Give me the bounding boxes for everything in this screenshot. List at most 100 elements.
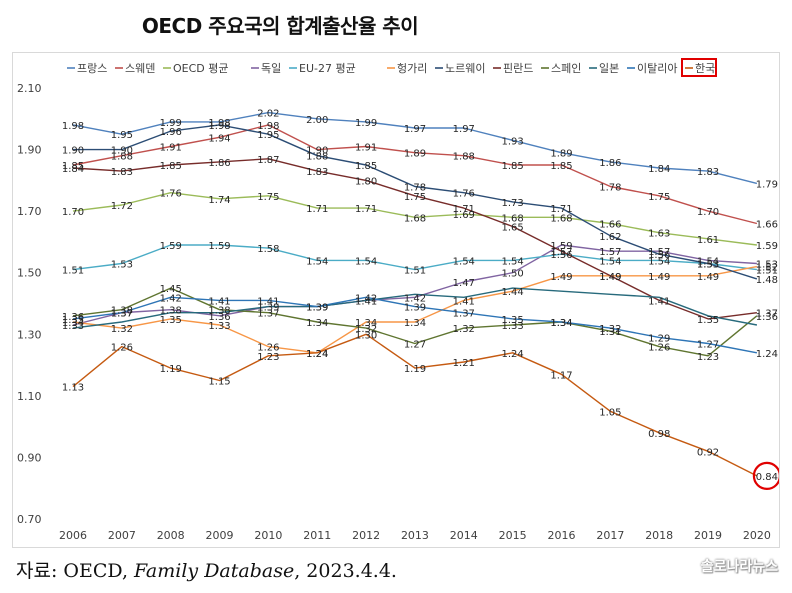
data-label: 1.74 [208, 195, 230, 206]
data-label: 1.26 [648, 343, 670, 354]
data-label: 1.34 [62, 318, 84, 329]
legend-entry: EU-27 평균 [299, 62, 356, 75]
data-label: 1.27 [404, 340, 426, 351]
data-label: 1.49 [599, 272, 621, 283]
data-label: 1.52 [756, 263, 778, 274]
legend-entry: 일본 [599, 61, 619, 75]
series-line [72, 191, 757, 246]
data-label: 1.42 [404, 293, 426, 304]
data-label: 1.37 [111, 309, 133, 320]
data-label: 1.36 [62, 312, 84, 323]
source-italic: Family Database [134, 560, 295, 582]
data-label: 1.65 [502, 223, 524, 234]
data-label: 0.84 [756, 472, 778, 483]
data-label: 1.41 [648, 296, 670, 307]
data-label: 1.79 [756, 179, 778, 190]
data-label: 1.84 [648, 164, 670, 175]
data-label: 1.96 [160, 127, 182, 138]
data-label: 1.21 [453, 358, 475, 369]
data-label: 1.54 [355, 256, 377, 267]
data-label: 1.32 [599, 324, 621, 335]
data-label: 1.66 [599, 219, 621, 230]
data-label: 1.41 [453, 296, 475, 307]
data-label: 1.61 [697, 235, 719, 246]
data-label: 1.68 [404, 213, 426, 224]
data-label: 2.00 [306, 115, 328, 126]
legend-entry: 이탈리아 [637, 62, 677, 75]
data-label: 1.98 [257, 121, 279, 132]
data-label: 1.48 [756, 275, 778, 286]
data-label: 1.88 [306, 152, 328, 163]
data-label: 1.88 [111, 152, 133, 163]
data-label: 1.51 [62, 266, 84, 277]
data-label: 1.53 [756, 259, 778, 270]
data-label: 1.37 [453, 309, 475, 320]
data-label: 1.54 [502, 256, 524, 267]
data-label: 1.54 [697, 256, 719, 267]
data-label: 1.98 [62, 121, 84, 132]
data-label: 1.73 [502, 198, 524, 209]
data-label: 1.83 [111, 167, 133, 178]
legend-entry: 독일 [261, 61, 281, 75]
source-suffix: , 2023.4.4. [294, 560, 397, 582]
data-label: 1.56 [550, 250, 572, 261]
data-label: 1.42 [160, 293, 182, 304]
data-label: 1.91 [160, 142, 182, 153]
legend-entry: 스웨덴 [125, 62, 155, 75]
legend-entry: 노르웨이 [445, 62, 485, 75]
data-label: 1.50 [502, 269, 524, 280]
data-label: 1.68 [550, 213, 572, 224]
data-label: 1.39 [257, 303, 279, 314]
y-tick-label: 1.30 [17, 328, 42, 341]
data-label: 1.93 [502, 136, 524, 147]
x-tick-label: 2010 [254, 529, 282, 542]
data-label: 1.98 [208, 118, 230, 129]
data-label: 1.58 [257, 244, 279, 255]
x-tick-label: 2015 [499, 529, 527, 542]
data-label: 1.37 [111, 309, 133, 320]
data-label: 1.98 [208, 121, 230, 132]
data-label: 1.90 [111, 146, 133, 157]
data-label: 1.66 [756, 219, 778, 230]
data-label: 1.68 [502, 213, 524, 224]
data-label: 1.86 [208, 158, 230, 169]
series-line [72, 124, 758, 225]
data-label: 1.49 [599, 272, 621, 283]
data-label: 1.51 [404, 266, 426, 277]
data-label: 1.31 [599, 327, 621, 338]
data-label: 1.95 [111, 130, 133, 141]
data-label: 1.63 [648, 229, 670, 240]
data-label: 2.02 [257, 109, 279, 120]
data-label: 1.71 [550, 204, 572, 215]
data-label: 1.94 [208, 133, 230, 144]
data-label: 1.26 [111, 343, 133, 354]
data-label: 1.42 [355, 293, 377, 304]
series-line [72, 287, 758, 329]
data-label: 1.53 [697, 259, 719, 270]
data-label: 1.53 [111, 259, 133, 270]
data-label: 1.70 [697, 207, 719, 218]
data-label: 1.39 [404, 303, 426, 314]
data-label: 1.89 [550, 149, 572, 160]
data-label: 1.49 [550, 272, 572, 283]
data-label: 1.35 [502, 315, 524, 326]
series-line [72, 244, 757, 271]
data-label: 1.84 [62, 164, 84, 175]
data-label: 1.37 [756, 309, 778, 320]
data-label: 1.95 [257, 130, 279, 141]
data-label: 1.34 [550, 318, 572, 329]
data-label: 1.49 [648, 272, 670, 283]
legend-entry: 한국 [695, 62, 715, 75]
data-label: 1.39 [306, 303, 328, 314]
data-label: 1.38 [160, 306, 182, 317]
data-label: 1.57 [550, 247, 572, 258]
data-label: 1.97 [404, 124, 426, 135]
data-label: 1.72 [111, 201, 133, 212]
data-label: 1.24 [756, 349, 778, 360]
data-label: 1.19 [160, 364, 182, 375]
legend-entry: 프랑스 [77, 62, 107, 75]
y-tick-label: 1.10 [17, 390, 42, 403]
data-label: 1.51 [756, 266, 778, 277]
data-label: 1.34 [306, 318, 328, 329]
legend-entry: 헝가리 [397, 62, 427, 75]
